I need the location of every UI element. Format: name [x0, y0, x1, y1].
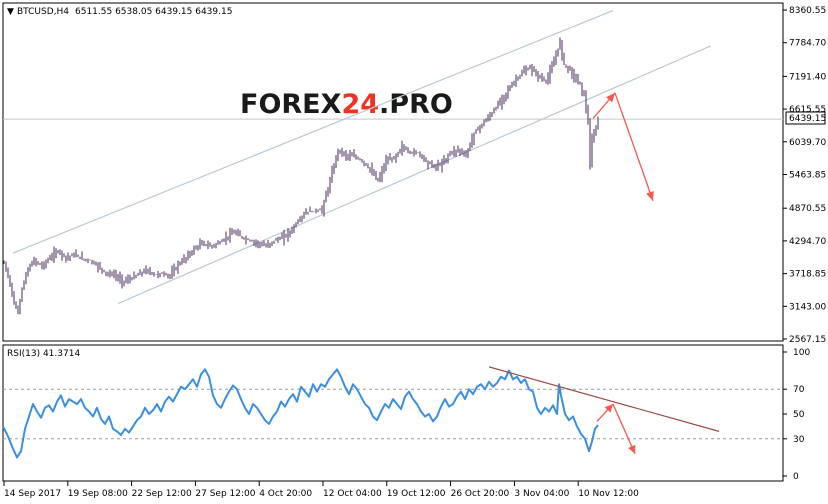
chart-menu-icon[interactable]: ▼ [7, 7, 14, 17]
time-axis-label: 19 Oct 12:00 [387, 489, 446, 499]
time-axis-label: 10 Nov 12:00 [578, 489, 639, 499]
price-axis-label: 5463.85 [789, 171, 826, 181]
price-axis-label: 7784.70 [789, 39, 826, 49]
price-forecast-arrowhead [606, 92, 615, 103]
time-axis-label: 3 Nov 04:00 [514, 489, 569, 499]
watermark-part2: 24 [341, 89, 379, 120]
time-axis-label: 19 Sep 08:00 [68, 489, 128, 499]
watermark-part3: .PRO [379, 89, 453, 120]
price-forecast-arrowhead [646, 191, 654, 201]
channel-lower-line [117, 45, 712, 305]
time-axis-label: 12 Oct 04:00 [323, 489, 382, 499]
price-axis-label: 8360.55 [789, 6, 826, 16]
channel-upper-line [12, 10, 614, 254]
ohlc-values: 6511.55 6538.05 6439.15 6439.15 [75, 7, 232, 17]
watermark-part1: FOREX [240, 89, 342, 120]
rsi-axis-label: 70 [793, 385, 805, 395]
rsi-forecast-arrowhead [604, 404, 613, 413]
rsi-pane [2, 344, 784, 482]
time-axis-label: 27 Sep 12:00 [195, 489, 255, 499]
rsi-axis-label: 30 [793, 435, 805, 445]
rsi-axis-label: 0 [793, 472, 799, 482]
price-axis-label: 6615.55 [789, 105, 826, 115]
price-axis-label: 3718.85 [789, 270, 826, 280]
time-axis-label: 22 Sep 12:00 [132, 489, 192, 499]
rsi-line [2, 368, 599, 459]
price-axis-label: 4294.70 [789, 237, 826, 247]
rsi-forecast-arrow [612, 403, 636, 454]
watermark-logo: FOREX24.PRO [240, 89, 453, 120]
rsi-trendline [488, 366, 720, 432]
time-axis-label: 4 Oct 20:00 [259, 489, 312, 499]
rsi-label: RSI(13) 41.3714 [7, 349, 80, 359]
price-axis-label: 7191.40 [789, 72, 826, 82]
price-axis-label: 2567.15 [789, 335, 826, 345]
price-pane [2, 2, 784, 342]
price-tag: 6439.15 [789, 114, 826, 124]
rsi-layer [2, 366, 783, 459]
time-axis-label: 26 Oct 20:00 [451, 489, 510, 499]
price-forecast-arrow [614, 92, 654, 202]
rsi-forecast-arrowhead [628, 444, 636, 454]
time-axis-label: 14 Sep 2017 [4, 489, 61, 499]
price-axis-label: 4870.55 [789, 204, 826, 214]
price-layer [3, 10, 783, 315]
axis-layer: 8360.55 7784.70 7191.40 6615.55 6039.70 5463.… [3, 6, 826, 499]
rsi-axis-label: 50 [793, 410, 805, 420]
rsi-axis-label: 100 [793, 348, 810, 358]
price-axis-label: 6039.70 [789, 138, 826, 148]
symbol-label: BTCUSD,H4 [17, 7, 69, 17]
price-tag-box [785, 111, 826, 125]
price-axis-label: 3143.00 [789, 302, 826, 312]
